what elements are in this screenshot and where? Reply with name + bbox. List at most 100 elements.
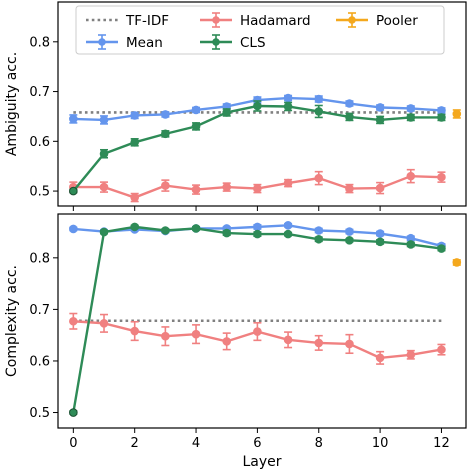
data-point bbox=[345, 235, 354, 245]
data-point bbox=[191, 329, 201, 339]
data-point bbox=[99, 227, 109, 237]
data-point bbox=[283, 335, 293, 345]
data-point bbox=[314, 226, 324, 235]
x-tick-label: 10 bbox=[372, 436, 389, 451]
legend-label: CLS bbox=[240, 35, 266, 51]
data-point bbox=[253, 101, 262, 111]
legend-item: CLS bbox=[200, 34, 266, 51]
data-point bbox=[253, 222, 262, 232]
data-point bbox=[283, 102, 293, 111]
legend-item: TF-IDF bbox=[86, 13, 169, 29]
x-tick-label: 4 bbox=[192, 436, 200, 451]
legend-marker bbox=[212, 38, 220, 46]
legend-item: Mean bbox=[86, 34, 163, 51]
data-point bbox=[314, 338, 324, 348]
plot-frame bbox=[57, 213, 467, 429]
data-point bbox=[452, 109, 462, 119]
series-pooler bbox=[452, 109, 462, 119]
data-point bbox=[161, 331, 170, 341]
x-tick-label: 0 bbox=[69, 436, 77, 451]
data-point bbox=[99, 149, 109, 159]
data-point bbox=[406, 113, 416, 122]
data-point bbox=[130, 222, 139, 232]
data-point bbox=[222, 108, 232, 117]
data-point bbox=[452, 258, 462, 267]
data-point bbox=[437, 106, 446, 115]
data-point bbox=[345, 227, 354, 236]
series-hadamard bbox=[69, 312, 446, 365]
panel-1: 0.5 0.6 0.7 0.8 Ambiguity acc. TF-IDF Mean Hada… bbox=[4, 1, 467, 211]
data-point bbox=[69, 114, 78, 124]
data-point bbox=[130, 193, 139, 202]
data-point bbox=[283, 229, 293, 239]
data-point bbox=[69, 316, 78, 326]
legend: TF-IDF Mean Hadamard CLS Pooler bbox=[75, 5, 445, 55]
data-point bbox=[406, 104, 416, 113]
y-tick-label: 0.8 bbox=[29, 251, 50, 266]
y-axis-label: Ambiguity acc. bbox=[4, 52, 20, 156]
x-tick-label: 8 bbox=[315, 436, 323, 451]
data-point bbox=[375, 103, 385, 112]
series-line bbox=[72, 225, 442, 413]
data-point bbox=[283, 93, 293, 103]
y-tick-label: 0.6 bbox=[29, 354, 50, 369]
x-tick-label: 6 bbox=[253, 436, 261, 451]
data-point bbox=[314, 173, 324, 183]
data-point bbox=[375, 237, 385, 247]
data-point bbox=[253, 184, 262, 193]
data-point bbox=[191, 105, 201, 115]
data-point bbox=[406, 171, 416, 181]
panel-2: 0.5 0.6 0.7 0.8 0 2 4 6 8 10 12 Complexity acc. Laye… bbox=[4, 213, 467, 470]
data-point bbox=[406, 350, 416, 360]
data-point bbox=[191, 224, 201, 233]
y-tick-label: 0.5 bbox=[29, 185, 50, 200]
data-point bbox=[130, 138, 139, 147]
data-point bbox=[283, 221, 293, 230]
x-tick-label: 2 bbox=[131, 436, 139, 451]
y-tick-label: 0.7 bbox=[29, 85, 50, 100]
legend-marker bbox=[98, 38, 106, 46]
y-axis-label: Complexity acc. bbox=[4, 265, 20, 377]
legend-item: Hadamard bbox=[200, 12, 311, 29]
data-point bbox=[161, 110, 170, 119]
data-point bbox=[222, 182, 232, 192]
data-point bbox=[314, 94, 324, 104]
data-point bbox=[130, 326, 139, 336]
legend-label: TF-IDF bbox=[125, 13, 169, 29]
data-point bbox=[191, 185, 201, 194]
data-point bbox=[345, 112, 354, 122]
data-point bbox=[191, 122, 201, 131]
data-point bbox=[345, 184, 354, 193]
data-point bbox=[345, 99, 354, 108]
y-tick-label: 0.6 bbox=[29, 135, 50, 150]
legend-marker bbox=[212, 16, 220, 24]
x-tick-label: 12 bbox=[433, 436, 450, 451]
data-point bbox=[99, 182, 109, 192]
data-point bbox=[437, 113, 446, 122]
legend-marker bbox=[348, 16, 356, 24]
legend-label: Mean bbox=[126, 35, 163, 51]
data-point bbox=[253, 229, 262, 239]
data-point bbox=[130, 111, 139, 120]
data-point bbox=[314, 234, 324, 244]
y-tick-label: 0.8 bbox=[29, 35, 50, 50]
data-point bbox=[375, 183, 385, 193]
series-cls bbox=[69, 100, 446, 196]
series-hadamard bbox=[69, 168, 446, 203]
data-point bbox=[222, 228, 232, 238]
data-point bbox=[375, 229, 385, 238]
series-mean bbox=[69, 93, 446, 125]
plot-frame bbox=[57, 1, 467, 207]
legend-label: Hadamard bbox=[240, 13, 311, 29]
data-point bbox=[283, 178, 293, 188]
data-point bbox=[437, 172, 446, 182]
x-axis-label: Layer bbox=[242, 454, 281, 470]
data-point bbox=[69, 224, 78, 234]
data-point bbox=[161, 226, 170, 235]
data-point bbox=[99, 115, 109, 125]
series-pooler bbox=[452, 258, 462, 267]
series-line bbox=[72, 104, 442, 192]
data-point bbox=[161, 129, 170, 139]
y-tick-label: 0.5 bbox=[29, 406, 50, 421]
